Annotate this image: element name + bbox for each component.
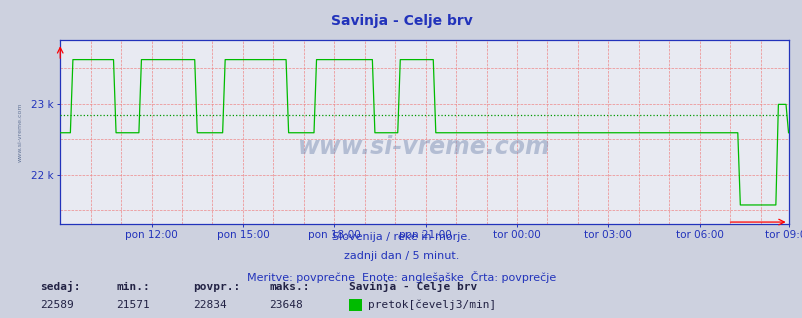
Text: 21571: 21571 — [116, 301, 150, 310]
Text: 22834: 22834 — [192, 301, 226, 310]
Text: min.:: min.: — [116, 282, 150, 292]
Text: povpr.:: povpr.: — [192, 282, 240, 292]
Text: www.si-vreme.com: www.si-vreme.com — [298, 135, 550, 159]
Text: Savinja - Celje brv: Savinja - Celje brv — [349, 281, 477, 292]
Text: Meritve: povprečne  Enote: anglešaške  Črta: povprečje: Meritve: povprečne Enote: anglešaške Črt… — [246, 271, 556, 283]
Text: www.si-vreme.com: www.si-vreme.com — [18, 102, 22, 162]
Text: Savinja - Celje brv: Savinja - Celje brv — [330, 14, 472, 28]
Text: sedaj:: sedaj: — [40, 281, 80, 292]
Text: 22589: 22589 — [40, 301, 74, 310]
Text: Slovenija / reke in morje.: Slovenija / reke in morje. — [332, 232, 470, 241]
Text: zadnji dan / 5 minut.: zadnji dan / 5 minut. — [343, 251, 459, 261]
Text: pretok[čevelj3/min]: pretok[čevelj3/min] — [367, 300, 496, 310]
Text: maks.:: maks.: — [269, 282, 309, 292]
Text: 23648: 23648 — [269, 301, 302, 310]
